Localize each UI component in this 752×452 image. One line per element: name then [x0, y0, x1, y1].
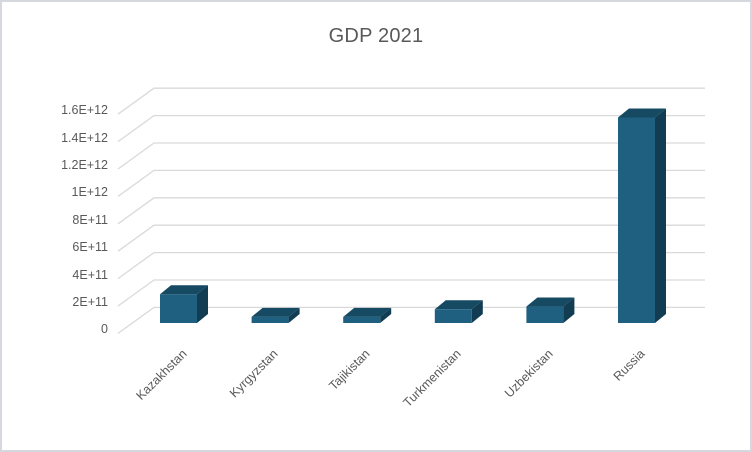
- gridline: [117, 279, 705, 307]
- bar-side-face: [655, 108, 666, 323]
- bar-side-face: [471, 300, 483, 323]
- bar-front-face: [160, 294, 197, 323]
- bar-tajikistan[interactable]: [343, 307, 392, 323]
- y-axis-tick-label: 0: [101, 322, 108, 337]
- bar-kyrgyzstan[interactable]: [251, 307, 300, 323]
- gridline: [117, 169, 705, 197]
- gridline: [117, 197, 705, 225]
- gridline: [117, 142, 705, 170]
- y-axis-tick-label: 4E+11: [72, 267, 108, 282]
- bar-front-face: [526, 306, 564, 323]
- y-axis-tick-label: 1E+12: [71, 185, 109, 200]
- bar-side-face: [563, 297, 575, 323]
- bar-turkmenistan[interactable]: [434, 300, 483, 323]
- y-axis-tick-label: 6E+11: [72, 240, 108, 255]
- y-axis-tick-label: 1.2E+12: [61, 158, 108, 172]
- y-axis-tick-label: 8E+11: [72, 212, 108, 227]
- bar-front-face: [434, 309, 472, 323]
- bar-front-face: [343, 316, 381, 323]
- bar-top-face: [526, 297, 575, 307]
- bar-front-face: [251, 316, 289, 323]
- gridline: [117, 114, 705, 143]
- y-axis-tick-label: 1.6E+12: [61, 103, 108, 118]
- bar-top-face: [160, 285, 208, 295]
- gridline: [117, 87, 705, 115]
- gridline: [117, 224, 705, 252]
- bar-side-face: [288, 307, 300, 323]
- bar-top-face: [618, 108, 666, 118]
- bar-top-face: [343, 307, 392, 317]
- gridline: [117, 251, 705, 280]
- y-axis-tick-label: 1.4E+12: [61, 130, 108, 145]
- bar-front-face: [618, 117, 655, 323]
- bar-side-face: [380, 307, 392, 323]
- bar-kazakhstan[interactable]: [160, 285, 208, 323]
- bar-side-face: [197, 285, 208, 323]
- gridline: [117, 306, 705, 334]
- bar-russia[interactable]: [618, 108, 666, 324]
- bar-top-face: [434, 300, 483, 310]
- chart-title: GDP 2021: [328, 25, 424, 47]
- y-axis-tick-label: 2E+11: [72, 295, 108, 309]
- bar-uzbekistan[interactable]: [526, 297, 575, 323]
- bar-top-face: [251, 307, 300, 317]
